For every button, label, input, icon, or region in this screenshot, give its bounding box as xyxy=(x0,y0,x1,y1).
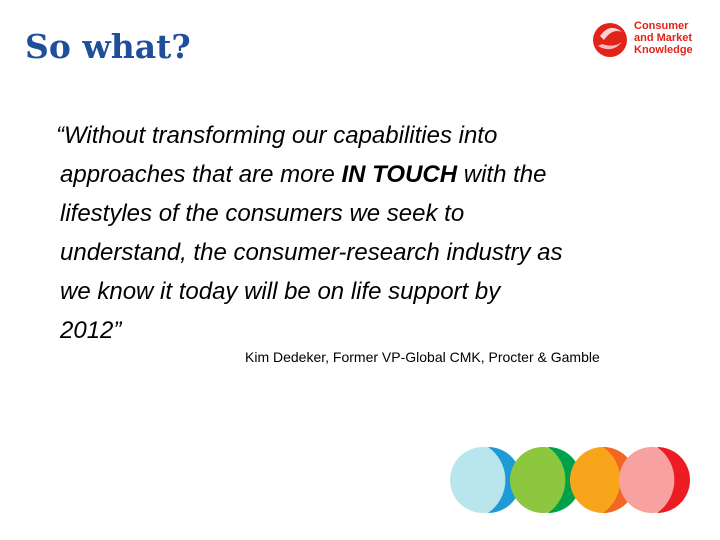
logo-swirl xyxy=(600,27,622,40)
logo-text: Knowledge xyxy=(634,44,693,56)
quote-text: lifestyles of the consumers we seek to xyxy=(60,200,464,227)
circle xyxy=(510,447,576,513)
logo-mark xyxy=(593,23,627,57)
logo-text: Consumer xyxy=(634,20,689,32)
quote-text: understand, the consumer-research indust… xyxy=(60,239,563,266)
logo: Consumer and Market Knowledge xyxy=(593,20,693,57)
quote-text: 2012” xyxy=(59,317,122,344)
quote-line: lifestyles of the consumers we seek to xyxy=(60,200,464,227)
logo-swirl xyxy=(598,42,622,50)
quote-line: we know it today will be on life support… xyxy=(60,278,502,305)
quote: “Without transforming our capabilities i… xyxy=(56,122,563,344)
attribution: Kim Dedeker, Former VP-Global CMK, Proct… xyxy=(245,349,600,365)
circle-accent xyxy=(488,447,521,513)
quote-line: understand, the consumer-research indust… xyxy=(60,239,563,266)
quote-line: 2012” xyxy=(59,317,122,344)
quote-line: approaches that are more IN TOUCH with t… xyxy=(60,161,546,188)
logo-text: and Market xyxy=(634,32,692,44)
quote-text: we know it today will be on life support… xyxy=(60,278,502,305)
quote-emphasis: IN TOUCH xyxy=(342,161,458,188)
circle xyxy=(619,447,685,513)
quote-text: with the xyxy=(457,161,546,188)
quote-text: approaches that are more xyxy=(60,161,342,188)
circle-accent xyxy=(657,447,690,513)
quote-text: “Without transforming our capabilities i… xyxy=(56,122,497,149)
circle-accent xyxy=(548,447,581,513)
circle xyxy=(450,447,516,513)
quote-line: “Without transforming our capabilities i… xyxy=(56,122,497,149)
decor-circles xyxy=(450,447,690,513)
slide-title: So what? xyxy=(25,27,191,66)
